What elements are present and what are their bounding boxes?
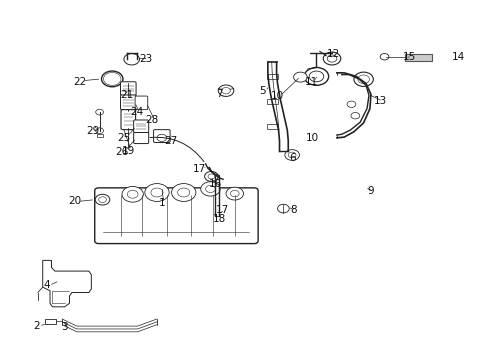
Text: 18: 18	[212, 214, 225, 224]
Text: 5: 5	[259, 86, 266, 96]
Text: 7: 7	[216, 89, 222, 99]
Text: 11: 11	[305, 77, 318, 87]
Circle shape	[277, 204, 288, 213]
Text: 3: 3	[61, 322, 68, 332]
FancyBboxPatch shape	[153, 130, 170, 143]
Text: 9: 9	[367, 186, 373, 197]
Text: 15: 15	[403, 52, 416, 62]
Circle shape	[102, 71, 122, 87]
Circle shape	[96, 128, 103, 134]
Circle shape	[96, 109, 103, 115]
Text: 29: 29	[86, 126, 99, 136]
Circle shape	[157, 134, 166, 141]
FancyBboxPatch shape	[95, 188, 258, 244]
Circle shape	[122, 186, 143, 202]
Circle shape	[308, 71, 323, 82]
Circle shape	[323, 52, 340, 65]
Bar	[404, 54, 431, 62]
Bar	[266, 123, 277, 129]
Text: 16: 16	[208, 179, 222, 189]
Text: 10: 10	[270, 91, 284, 101]
Text: 1: 1	[158, 198, 165, 208]
Bar	[45, 319, 56, 324]
Polygon shape	[97, 134, 102, 137]
Circle shape	[201, 182, 220, 196]
Circle shape	[177, 188, 189, 197]
Text: 27: 27	[163, 136, 177, 146]
Text: 20: 20	[69, 197, 81, 206]
Text: 4: 4	[43, 280, 50, 291]
Circle shape	[357, 75, 369, 84]
Text: 26: 26	[115, 147, 128, 157]
Text: 14: 14	[451, 52, 464, 62]
Circle shape	[304, 67, 328, 85]
Circle shape	[293, 72, 306, 82]
Text: 21: 21	[120, 90, 133, 100]
Circle shape	[207, 174, 214, 179]
Circle shape	[106, 74, 118, 84]
Circle shape	[287, 152, 295, 158]
FancyBboxPatch shape	[135, 96, 147, 110]
Circle shape	[230, 190, 239, 197]
Text: 24: 24	[130, 107, 143, 117]
Circle shape	[285, 150, 299, 160]
FancyBboxPatch shape	[133, 120, 148, 133]
Circle shape	[204, 171, 218, 181]
Text: 12: 12	[325, 49, 339, 59]
FancyBboxPatch shape	[121, 110, 135, 130]
Circle shape	[221, 87, 230, 94]
Text: 28: 28	[145, 115, 159, 125]
Circle shape	[151, 188, 163, 197]
Circle shape	[346, 101, 355, 108]
Text: 17: 17	[193, 164, 206, 174]
Circle shape	[123, 54, 139, 65]
Circle shape	[379, 54, 388, 60]
Circle shape	[218, 85, 233, 96]
Circle shape	[171, 184, 196, 202]
Text: 2: 2	[33, 321, 40, 331]
Circle shape	[99, 197, 106, 203]
FancyBboxPatch shape	[120, 82, 136, 95]
Circle shape	[144, 184, 169, 202]
Text: 8: 8	[289, 205, 296, 215]
Circle shape	[127, 190, 138, 198]
Circle shape	[103, 72, 121, 85]
Polygon shape	[42, 260, 91, 307]
Circle shape	[225, 187, 243, 200]
Text: 22: 22	[73, 77, 86, 87]
Text: 13: 13	[373, 96, 386, 107]
Circle shape	[95, 194, 110, 205]
FancyBboxPatch shape	[120, 95, 136, 110]
Text: 10: 10	[305, 133, 319, 143]
Bar	[266, 99, 277, 104]
FancyBboxPatch shape	[133, 132, 148, 144]
Circle shape	[350, 112, 359, 119]
Bar	[266, 73, 277, 79]
Text: 6: 6	[288, 153, 295, 163]
Circle shape	[326, 55, 336, 62]
Circle shape	[205, 185, 215, 193]
Text: 23: 23	[140, 54, 153, 64]
Text: 19: 19	[122, 147, 135, 157]
Circle shape	[353, 72, 372, 86]
Text: 17: 17	[216, 205, 229, 215]
Text: 25: 25	[117, 133, 130, 143]
